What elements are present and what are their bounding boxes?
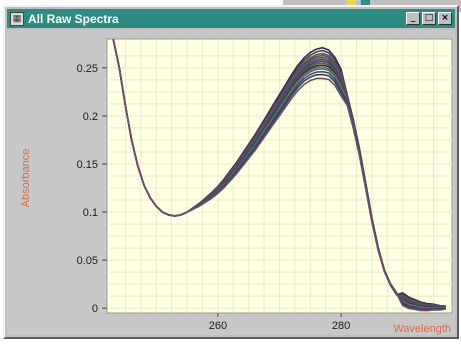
y-tick-label: 0.25 xyxy=(77,63,98,75)
y-axis-title: Absorbance xyxy=(20,149,32,208)
y-tick-label: 0.05 xyxy=(77,255,98,267)
y-tick-label: 0 xyxy=(92,303,98,315)
grid-lines xyxy=(107,39,452,313)
app-chart-icon[interactable]: ▦ xyxy=(10,11,24,26)
x-tick-label: 280 xyxy=(332,320,350,332)
spectra-chart: 0 0.05 0.1 0.15 0.2 0.25 260 280 Absorbance Wa… xyxy=(20,38,453,335)
maximize-button[interactable]: □ xyxy=(422,12,436,25)
minimize-button[interactable]: _ xyxy=(406,12,420,25)
series-group xyxy=(112,38,446,312)
x-tick-label: 260 xyxy=(209,320,227,332)
x-axis-title: Wavelength xyxy=(393,323,451,335)
y-axis: 0 0.05 0.1 0.15 0.2 0.25 xyxy=(77,63,107,315)
chart-area: 0 0.05 0.1 0.15 0.2 0.25 260 280 Absorbance Wa… xyxy=(7,30,455,335)
title-buttons: _ □ × xyxy=(406,12,452,25)
spectra-window: ▦ All Raw Spectra _ □ × 0 0.05 0.1 0.15 0.2 0… xyxy=(3,5,459,339)
window-titlebar[interactable]: ▦ All Raw Spectra _ □ × xyxy=(7,9,455,28)
spectrum-line xyxy=(112,38,446,312)
y-tick-label: 0.15 xyxy=(77,159,98,171)
close-button[interactable]: × xyxy=(438,12,452,25)
y-tick-label: 0.1 xyxy=(83,207,98,219)
window-title: All Raw Spectra xyxy=(28,11,119,26)
y-tick-label: 0.2 xyxy=(83,111,98,123)
x-axis: 260 280 xyxy=(209,313,350,332)
